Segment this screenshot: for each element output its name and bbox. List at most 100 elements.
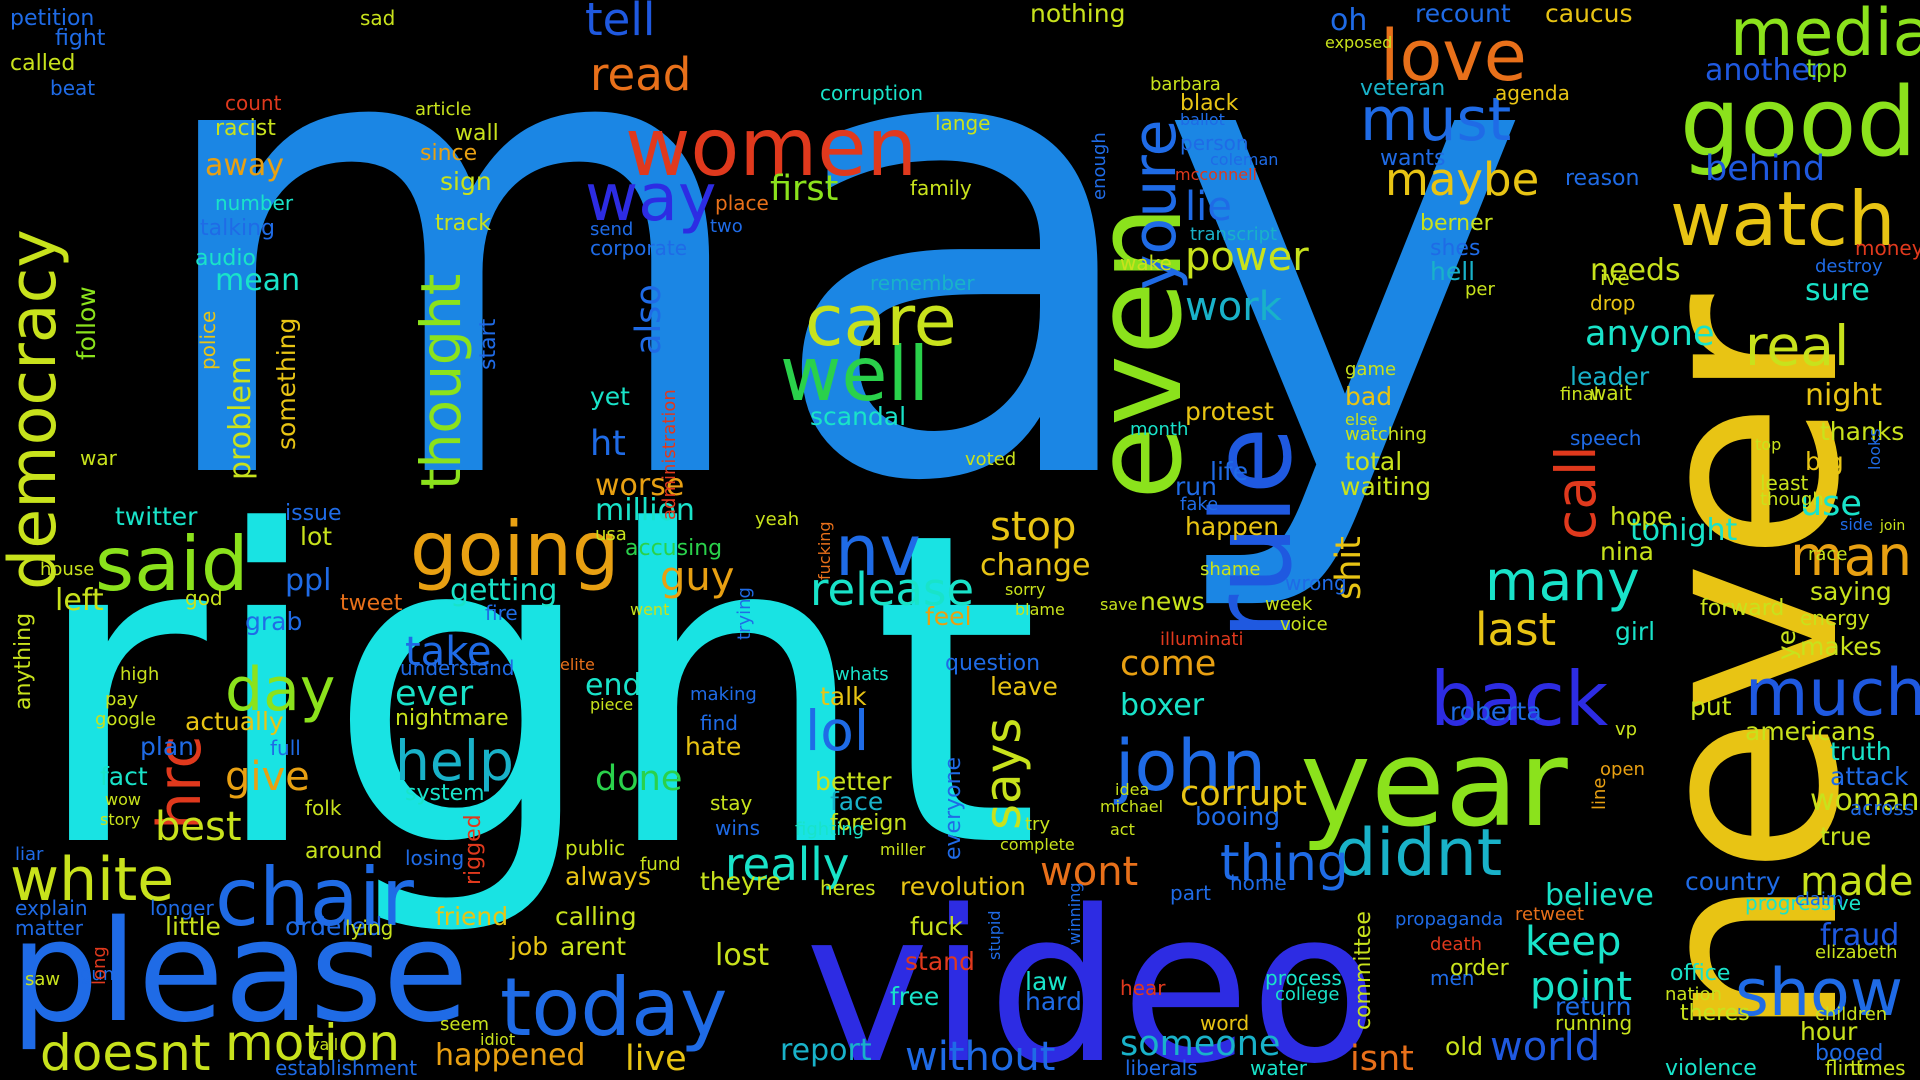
cloud-word: arent xyxy=(560,932,626,961)
cloud-word: vp xyxy=(1615,719,1637,740)
cloud-word: voted xyxy=(965,449,1016,470)
cloud-word: release xyxy=(810,563,974,616)
cloud-word: elizabeth xyxy=(1815,942,1898,963)
cloud-word: fucking xyxy=(815,521,834,580)
cloud-word: true xyxy=(1820,822,1871,851)
cloud-word: home xyxy=(1230,871,1287,895)
cloud-word: destroy xyxy=(1815,256,1883,277)
cloud-word: many xyxy=(1485,549,1640,613)
cloud-word: hour xyxy=(1800,1017,1858,1046)
cloud-word: illuminati xyxy=(1160,629,1243,650)
cloud-word: face xyxy=(830,787,883,816)
cloud-word: recount xyxy=(1415,0,1511,28)
cloud-word: making xyxy=(690,684,757,705)
cloud-word: went xyxy=(630,600,669,619)
cloud-word: progressive xyxy=(1745,891,1861,915)
cloud-word: fund xyxy=(640,854,681,875)
cloud-word: good xyxy=(1680,68,1917,178)
cloud-word: power xyxy=(1185,234,1309,280)
cloud-word: count xyxy=(225,91,282,115)
cloud-word: house xyxy=(40,559,94,580)
cloud-word: away xyxy=(205,148,284,183)
cloud-word: wait xyxy=(1590,381,1632,405)
cloud-word: liberals xyxy=(1125,1056,1198,1080)
cloud-word: find xyxy=(700,711,738,735)
cloud-word: world xyxy=(1490,1024,1600,1070)
cloud-word: booing xyxy=(1195,802,1280,831)
cloud-word: may xyxy=(140,0,1534,621)
cloud-word: happen xyxy=(1185,512,1279,541)
cloud-word: grab xyxy=(245,607,302,636)
cloud-word: across xyxy=(1850,796,1914,820)
cloud-word: wins xyxy=(715,816,760,840)
cloud-word: way xyxy=(585,161,716,236)
cloud-word: save xyxy=(1100,595,1137,614)
cloud-word: job xyxy=(509,932,548,961)
cloud-word: michael xyxy=(1100,797,1163,816)
cloud-word: man xyxy=(1790,524,1912,588)
cloud-word: act xyxy=(1110,820,1135,839)
cloud-word: death xyxy=(1430,934,1482,955)
cloud-word: white xyxy=(10,845,174,915)
cloud-word: much xyxy=(1745,656,1920,731)
cloud-word: fraud xyxy=(1820,918,1899,953)
cloud-word: sad xyxy=(360,6,395,30)
cloud-word: law xyxy=(1025,967,1068,996)
cloud-word: game xyxy=(1345,359,1396,380)
cloud-word: saying xyxy=(1810,577,1892,606)
cloud-word: forward xyxy=(1700,596,1784,621)
cloud-word: agenda xyxy=(1495,81,1570,105)
cloud-word: heres xyxy=(820,876,876,900)
cloud-word: motion xyxy=(225,1014,400,1072)
cloud-word: chair xyxy=(215,851,414,944)
cloud-word: behind xyxy=(1705,149,1825,189)
cloud-word: thought xyxy=(409,274,473,490)
cloud-word: leader xyxy=(1570,362,1650,391)
cloud-word: war xyxy=(80,446,118,470)
cloud-word: protest xyxy=(1185,397,1274,426)
cloud-word: lange xyxy=(935,111,991,135)
cloud-word: wants xyxy=(1380,146,1446,171)
cloud-word: seem xyxy=(440,1014,489,1035)
cloud-word: free xyxy=(890,982,939,1011)
cloud-word: little xyxy=(165,912,221,941)
cloud-word: please xyxy=(10,891,469,1054)
cloud-word: real xyxy=(1745,314,1849,378)
cloud-word: woman xyxy=(1810,783,1920,818)
cloud-word: help xyxy=(395,729,514,793)
cloud-word: tweet xyxy=(340,591,403,616)
cloud-word: come xyxy=(1120,644,1216,684)
cloud-word: process xyxy=(1265,966,1342,990)
cloud-word: worse xyxy=(595,468,684,503)
cloud-word: nation xyxy=(1665,984,1722,1005)
cloud-word: call xyxy=(1544,445,1608,540)
cloud-word: college xyxy=(1275,984,1340,1005)
cloud-word: winning xyxy=(1065,882,1084,945)
cloud-word: girl xyxy=(1615,617,1655,646)
cloud-word: retweet xyxy=(1515,904,1584,925)
cloud-word: fake xyxy=(1180,494,1218,515)
cloud-word: theres xyxy=(1680,1001,1750,1026)
cloud-word: feel xyxy=(925,602,972,631)
cloud-word: back xyxy=(1430,655,1609,743)
cloud-word: lol xyxy=(805,699,869,763)
cloud-word: week xyxy=(1265,594,1313,615)
cloud-word: money xyxy=(1855,236,1920,260)
cloud-word: yet xyxy=(590,382,630,411)
cloud-word: best xyxy=(155,804,242,850)
cloud-word: getting xyxy=(450,573,557,608)
cloud-word: lot xyxy=(300,522,332,551)
cloud-word: hope xyxy=(1610,502,1672,531)
cloud-word: barbara xyxy=(1150,74,1221,95)
cloud-word: corrupt xyxy=(1180,774,1307,814)
cloud-word: flint xyxy=(1825,1056,1864,1080)
cloud-word: attack xyxy=(1830,762,1909,791)
cloud-word: nightmare xyxy=(395,706,509,731)
cloud-word: ballot xyxy=(1180,110,1225,129)
cloud-word: always xyxy=(565,862,651,891)
cloud-word: doesnt xyxy=(40,1024,210,1080)
cloud-word: miller xyxy=(880,840,926,859)
cloud-word: sign xyxy=(440,167,492,196)
cloud-word: voice xyxy=(1280,614,1328,635)
